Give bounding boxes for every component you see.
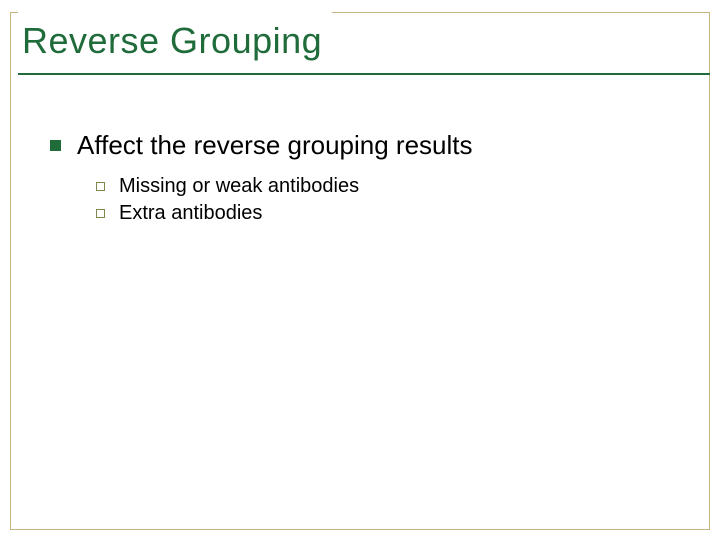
list-item-text: Affect the reverse grouping results [77, 130, 473, 161]
content-area: Affect the reverse grouping results Miss… [50, 130, 680, 229]
hollow-square-bullet-icon [96, 182, 105, 191]
title-border-mask [18, 6, 332, 18]
sub-list-item-text: Extra antibodies [119, 202, 262, 225]
sub-list: Missing or weak antibodies Extra antibod… [96, 175, 680, 225]
slide-border [10, 12, 710, 530]
hollow-square-bullet-icon [96, 209, 105, 218]
sub-list-item-text: Missing or weak antibodies [119, 175, 359, 198]
square-bullet-icon [50, 140, 61, 151]
slide-title: Reverse Grouping [22, 20, 326, 62]
sub-list-item: Extra antibodies [96, 202, 680, 225]
list-item: Affect the reverse grouping results [50, 130, 680, 161]
sub-list-item: Missing or weak antibodies [96, 175, 680, 198]
